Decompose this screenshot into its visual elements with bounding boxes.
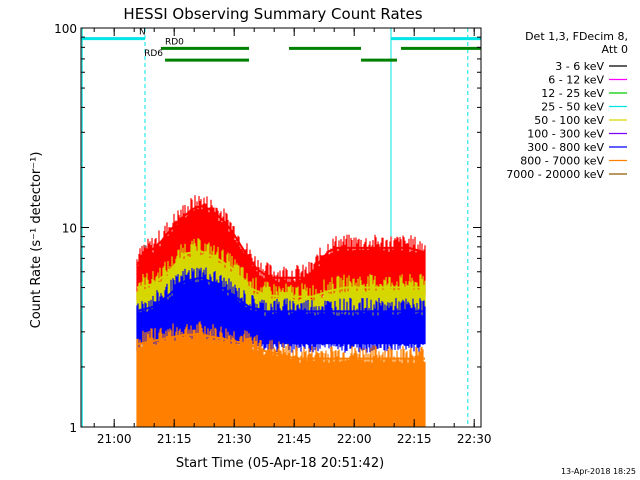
x-tick-label: 21:15: [157, 432, 192, 446]
x-tick-label: 21:45: [277, 432, 312, 446]
legend-entry-label: 50 - 100 keV: [534, 114, 604, 127]
legend-entry-label: 25 - 50 keV: [541, 101, 604, 114]
legend-entry-label: 100 - 300 keV: [527, 128, 604, 141]
legend-entry-label: 12 - 25 keV: [541, 87, 604, 100]
legend-title: Det 1,3, FDecim 8,: [525, 30, 628, 43]
series-3: [136, 321, 426, 427]
x-tick-label: 22:00: [337, 432, 372, 446]
state-bar-label: RD0: [165, 37, 184, 47]
legend-entry-label: 800 - 7000 keV: [520, 155, 604, 168]
legend-title: Att 0: [602, 43, 628, 56]
x-tick-label: 21:00: [97, 432, 132, 446]
y-tick-label: 10: [62, 222, 77, 236]
x-tick-label: 22:15: [397, 432, 432, 446]
legend-entry-label: 300 - 800 keV: [527, 141, 604, 154]
axes: 21:00 21:15 21:30 21:45 22:00 22:15 22:30 1 10 10…: [54, 22, 491, 446]
legend-entry-label: 6 - 12 keV: [548, 74, 604, 87]
chart-title: HESSI Observing Summary Count Rates: [123, 5, 422, 23]
y-tick-label: 1: [69, 421, 77, 435]
series-trace-1: [136, 250, 425, 298]
footer-timestamp: 13-Apr-2018 18:25: [561, 467, 636, 476]
x-tick-label: 21:30: [217, 432, 252, 446]
x-tick-label: 22:30: [457, 432, 492, 446]
state-bar-label: N: [139, 28, 146, 38]
y-tick-label: 100: [54, 22, 77, 36]
state-bar-label: RD6: [144, 49, 163, 59]
y-axis-label: Count Rate (s⁻¹ detector⁻¹): [29, 152, 44, 329]
series-trace-0: [136, 205, 426, 279]
series-trace-3: [136, 333, 425, 360]
series-trace-2: [136, 276, 425, 313]
legend-entry-label: 3 - 6 keV: [555, 60, 604, 73]
x-axis-label: Start Time (05-Apr-18 20:51:42): [176, 456, 384, 471]
legend-entry-label: 7000 - 20000 keV: [506, 168, 604, 181]
